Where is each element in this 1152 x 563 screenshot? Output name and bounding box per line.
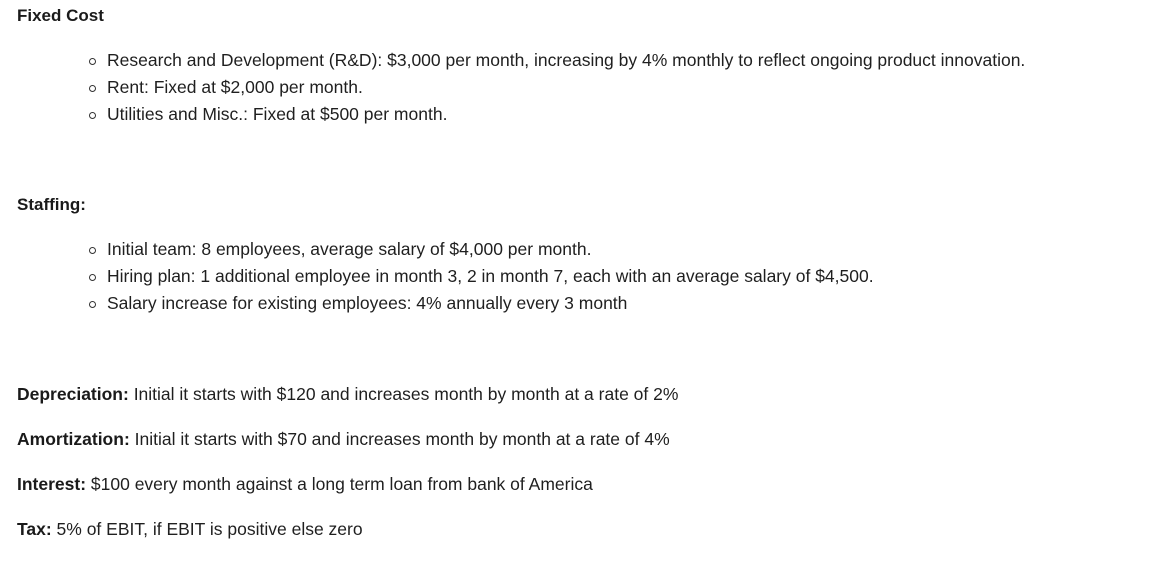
depreciation-paragraph: Depreciation: Initial it starts with $12…: [17, 383, 678, 405]
tax-paragraph: Tax: 5% of EBIT, if EBIT is positive els…: [17, 518, 363, 540]
list-item: Hiring plan: 1 additional employee in mo…: [88, 263, 874, 290]
staffing-heading: Staffing:: [17, 195, 86, 214]
interest-label: Interest:: [17, 474, 87, 494]
list-item: Salary increase for existing employees: …: [88, 290, 874, 317]
list-item: Utilities and Misc.: Fixed at $500 per m…: [88, 101, 1025, 128]
fixed-cost-heading: Fixed Cost: [17, 6, 104, 25]
hollow-bullet-icon: [89, 301, 96, 308]
amortization-text: Initial it starts with $70 and increases…: [129, 429, 670, 449]
list-item-text: Initial team: 8 employees, average salar…: [107, 239, 592, 259]
tax-text: 5% of EBIT, if EBIT is positive else zer…: [51, 519, 363, 539]
list-item-text: Utilities and Misc.: Fixed at $500 per m…: [107, 104, 448, 124]
list-item: Rent: Fixed at $2,000 per month.: [88, 74, 1025, 101]
list-item-text: Salary increase for existing employees: …: [107, 293, 628, 313]
list-item: Research and Development (R&D): $3,000 p…: [88, 47, 1025, 74]
hollow-bullet-icon: [89, 58, 96, 65]
interest-paragraph: Interest: $100 every month against a lon…: [17, 473, 593, 495]
hollow-bullet-icon: [89, 274, 96, 281]
list-item-text: Research and Development (R&D): $3,000 p…: [107, 50, 1026, 70]
list-item-text: Hiring plan: 1 additional employee in mo…: [107, 266, 874, 286]
tax-label: Tax:: [17, 519, 52, 539]
amortization-paragraph: Amortization: Initial it starts with $70…: [17, 428, 670, 450]
amortization-label: Amortization:: [17, 429, 130, 449]
fixed-cost-list: Research and Development (R&D): $3,000 p…: [88, 47, 1025, 128]
hollow-bullet-icon: [89, 247, 96, 254]
hollow-bullet-icon: [89, 112, 96, 119]
depreciation-label: Depreciation:: [17, 384, 129, 404]
list-item: Initial team: 8 employees, average salar…: [88, 236, 874, 263]
list-item-text: Rent: Fixed at $2,000 per month.: [107, 77, 363, 97]
depreciation-text: Initial it starts with $120 and increase…: [128, 384, 679, 404]
staffing-list: Initial team: 8 employees, average salar…: [88, 236, 874, 317]
hollow-bullet-icon: [89, 85, 96, 92]
interest-text: $100 every month against a long term loa…: [86, 474, 593, 494]
